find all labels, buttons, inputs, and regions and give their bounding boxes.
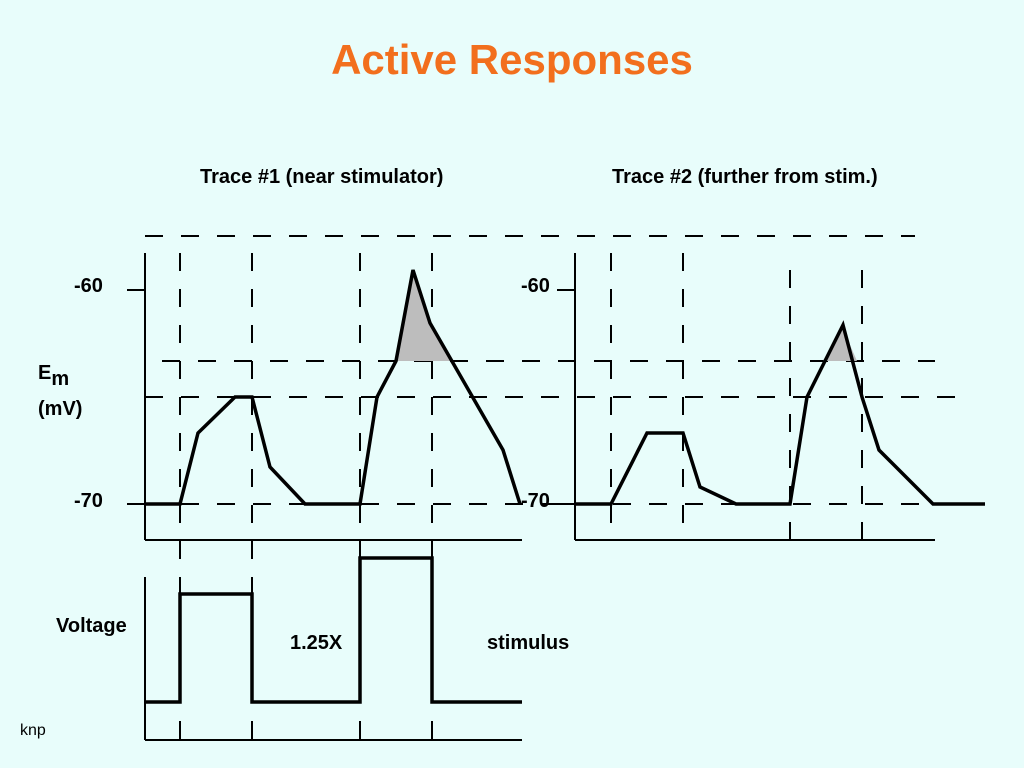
dashed-gridlines xyxy=(145,235,955,740)
trace2-label: Trace #2 (further from stim.) xyxy=(612,166,878,188)
multiplier-label: 1.25X xyxy=(290,632,343,654)
stimulus-waveform xyxy=(145,556,522,704)
axes xyxy=(127,253,935,741)
em-symbol: E xyxy=(38,362,52,384)
tick-minus70-right: -70 xyxy=(521,490,550,512)
trace1-waveform xyxy=(145,269,522,506)
voltage-label: Voltage xyxy=(56,615,127,637)
slide-title: Active Responses xyxy=(331,36,693,83)
em-axis-label: Em xyxy=(38,362,69,391)
footer-initials: knp xyxy=(20,722,46,739)
stimulus-label: stimulus xyxy=(487,632,570,654)
trace2-waveform xyxy=(575,320,985,506)
em-subscript: m xyxy=(51,368,70,390)
tick-minus60-left: -60 xyxy=(74,275,103,297)
tick-minus70-left: -70 xyxy=(74,490,103,512)
trace1-label: Trace #1 (near stimulator) xyxy=(200,166,444,188)
em-unit-label: (mV) xyxy=(38,398,83,420)
tick-minus60-right: -60 xyxy=(521,275,550,297)
